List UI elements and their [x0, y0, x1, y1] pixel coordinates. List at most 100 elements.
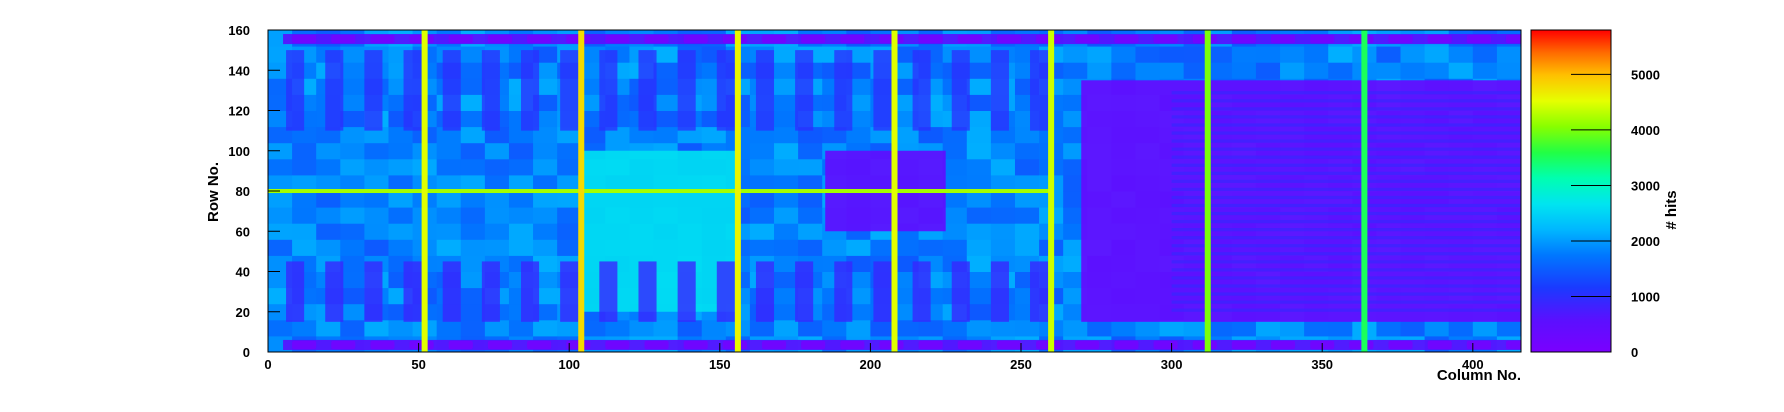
heatmap-pad [1271, 35, 1296, 44]
heatmap-cell [436, 239, 462, 256]
heatmap-block [912, 261, 931, 322]
heatmap-cell [340, 110, 365, 128]
heatmap-cell [340, 158, 365, 176]
heatmap-cell [460, 46, 486, 63]
heatmap-cell [653, 319, 679, 337]
heatmap-cell [1087, 46, 1112, 63]
heatmap-cell [894, 126, 920, 144]
heatmap-cell [822, 239, 847, 256]
heatmap-cell [508, 239, 534, 256]
heatmap-cell [677, 319, 703, 337]
heatmap-cell [1111, 319, 1136, 337]
y-tick-label: 100 [228, 144, 250, 159]
heatmap-cell [460, 142, 486, 160]
heatmap-cell [508, 126, 534, 144]
heatmap-cell [749, 239, 775, 256]
heatmap-cell [918, 126, 944, 144]
heatmap-pad [1427, 340, 1452, 349]
heatmap-block [873, 261, 892, 322]
heatmap-cell [798, 319, 823, 337]
heatmap-cell [1328, 62, 1353, 79]
heatmap-cell [508, 223, 534, 240]
heatmap-cell [460, 126, 486, 144]
heatmap-cell [966, 319, 992, 337]
heatmap-cell [774, 94, 799, 111]
bright-column [1204, 30, 1211, 352]
heatmap-cell [460, 239, 486, 256]
heatmap-cell [1280, 62, 1305, 79]
heatmap-cell [533, 287, 558, 305]
heatmap-pad [840, 340, 865, 349]
heatmap-block [560, 50, 579, 131]
heatmap-cell [268, 142, 293, 160]
heatmap-cell [1376, 46, 1402, 63]
heatmap-cell [340, 191, 365, 208]
heatmap-pad [722, 35, 747, 44]
heatmap-pad [918, 35, 943, 44]
heatmap-cell [436, 158, 462, 176]
heatmap-cell [1014, 126, 1040, 144]
heatmap-cell [460, 207, 486, 224]
heatmap-block [521, 261, 540, 322]
heatmap-cell [1063, 46, 1088, 63]
heatmap-cell [1255, 319, 1281, 337]
x-tick-label: 0 [264, 357, 271, 372]
heatmap-stripe [1171, 276, 1521, 280]
heatmap-stripe [1171, 115, 1521, 119]
heatmap-cell [990, 319, 1016, 337]
x-axis: 0 50 100 150 200 250 300 350 400 [264, 343, 1484, 372]
heatmap-cell [533, 62, 558, 79]
heatmap-cell [1183, 62, 1209, 79]
heatmap-cell [990, 239, 1016, 256]
heatmap-cell [774, 319, 799, 337]
heatmap-block [560, 261, 579, 322]
heatmap-cell [533, 319, 558, 337]
heatmap-cell [990, 223, 1016, 240]
heatmap-pad [879, 340, 904, 349]
heatmap-block [442, 261, 461, 322]
heatmap-cell [1014, 207, 1040, 224]
heatmap-stripe [1171, 252, 1521, 256]
heatmap-cell [533, 46, 558, 63]
heatmap-stripe [1171, 228, 1521, 232]
heatmap-cell [774, 191, 799, 208]
heatmap-cell [292, 207, 317, 224]
heatmap-cell [798, 158, 823, 176]
heatmap-pad [683, 35, 708, 44]
heatmap-cell [774, 158, 799, 176]
heatmap-pad [292, 340, 317, 349]
heatmap-block [716, 50, 735, 131]
heatmap-cell [774, 271, 799, 289]
heatmap-cell [1135, 62, 1161, 79]
heatmap-cell [460, 223, 486, 240]
x-tick-label: 300 [1161, 357, 1183, 372]
heatmap-cell [749, 174, 775, 192]
heatmap-cell [557, 174, 582, 192]
y-axis-title: Row No. [205, 162, 222, 222]
heatmap-block [1030, 261, 1049, 322]
heatmap-cell [774, 142, 799, 160]
heatmap-cell [1328, 46, 1353, 63]
heatmap-cell [966, 94, 992, 111]
heatmap-stripe [1171, 203, 1521, 208]
heatmap-cell [1400, 319, 1426, 337]
colorbar-tick-label: 3000 [1631, 178, 1660, 193]
heatmap-cell [340, 207, 365, 224]
heatmap-cell [1424, 46, 1450, 63]
heatmap-cell [268, 207, 293, 224]
heatmap-cell [1472, 319, 1498, 337]
heatmap-cell [1014, 191, 1040, 208]
heatmap-cell [774, 239, 799, 256]
heatmap-cell [774, 207, 799, 224]
heatmap-stripe [1171, 244, 1521, 248]
heatmap-cell [942, 174, 968, 192]
heatmap-cell [1255, 62, 1281, 79]
heatmap-cell [942, 142, 968, 160]
heatmap-cell [1014, 223, 1040, 240]
heatmap-cell [557, 207, 582, 224]
heatmap-cell [798, 191, 823, 208]
heatmap-cell [292, 319, 317, 337]
heatmap-cell [364, 174, 389, 192]
heatmap-cell [340, 239, 365, 256]
colorbar-axis: 0 1000 2000 3000 4000 5000 [1571, 67, 1660, 360]
